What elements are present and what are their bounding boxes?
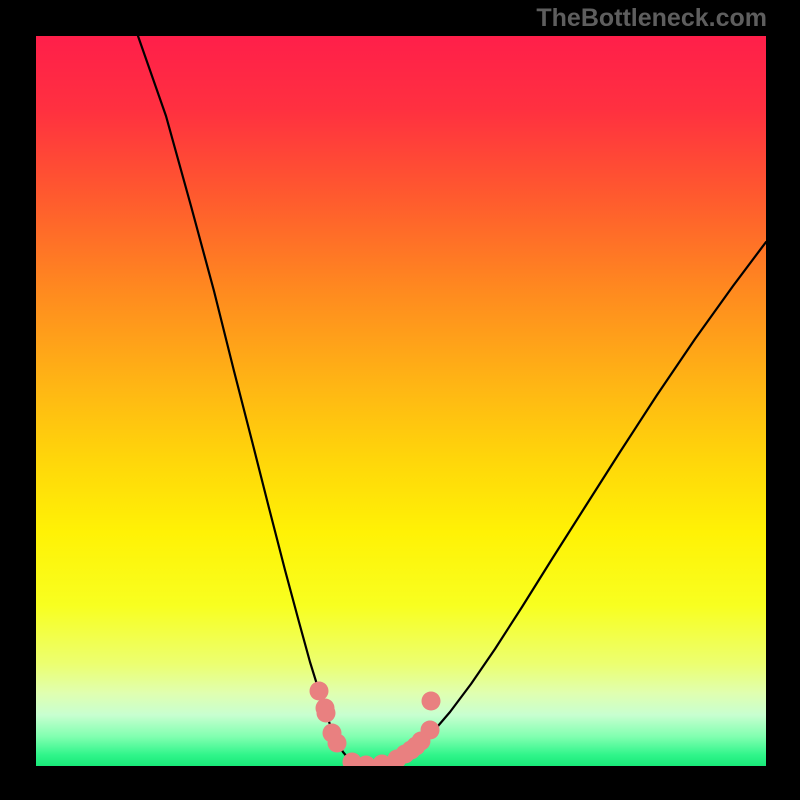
plot-area (36, 36, 766, 766)
watermark-text: TheBottleneck.com (536, 4, 767, 33)
marker-point (421, 721, 440, 740)
marker-point (422, 692, 441, 711)
canvas: TheBottleneck.com (0, 0, 800, 800)
marker-point (328, 734, 347, 753)
plot-background (36, 36, 766, 766)
marker-point (317, 704, 336, 723)
marker-point (310, 682, 329, 701)
